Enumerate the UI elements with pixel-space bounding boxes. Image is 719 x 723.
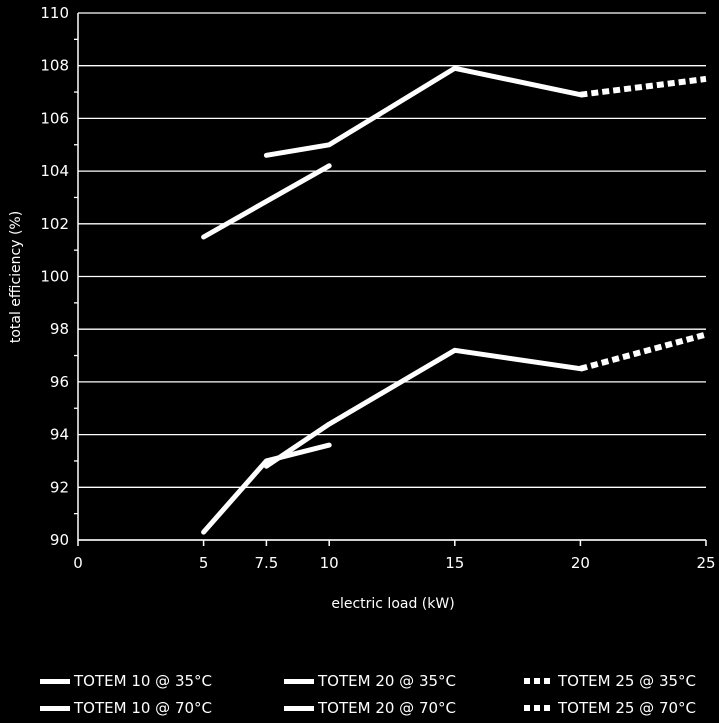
y-tick-labels: 90 92 94 96 98 100 102 104 106 108 110	[40, 4, 69, 549]
x-tick-label: 20	[571, 554, 590, 572]
legend-swatch-dashed	[524, 678, 554, 684]
y-axis-label: total efficiency (%)	[8, 211, 24, 343]
legend-item-totem10-35: TOTEM 10 @ 35°C	[40, 671, 212, 691]
axes	[74, 13, 707, 546]
legend-swatch-solid	[284, 705, 314, 711]
legend-label: TOTEM 25 @ 70°C	[558, 699, 697, 717]
y-tick-label: 110	[40, 4, 69, 22]
x-tick-label: 10	[320, 554, 339, 572]
y-tick-label: 96	[50, 373, 69, 391]
y-tick-label: 98	[50, 320, 69, 338]
grid-lines	[78, 12, 706, 541]
y-tick-label: 90	[50, 531, 69, 549]
y-tick-label: 102	[40, 215, 69, 233]
y-tick-label: 94	[50, 426, 69, 444]
legend-item-totem20-35: TOTEM 20 @ 35°C	[284, 671, 456, 691]
y-tick-label: 108	[40, 57, 69, 75]
legend-swatch-dashed	[524, 705, 554, 711]
series-line-totem-20-70-c	[263, 347, 583, 469]
legend-item-totem25-35: TOTEM 25 @ 35°C	[524, 671, 696, 691]
legend-label: TOTEM 20 @ 70°C	[318, 699, 457, 717]
series-line-totem-25-35-c	[580, 75, 707, 98]
legend-item-totem20-70: TOTEM 20 @ 70°C	[284, 698, 456, 718]
legend-swatch-solid	[284, 678, 314, 684]
y-tick-label: 106	[40, 109, 69, 127]
y-tick-label: 100	[40, 268, 69, 286]
series-line-totem-10-70-c	[201, 442, 332, 535]
series-line-totem-25-70-c	[579, 331, 707, 372]
series-lines	[201, 65, 707, 535]
series-line-totem-10-35-c	[201, 163, 332, 240]
x-tick-label: 5	[199, 554, 209, 572]
x-tick-label: 25	[696, 554, 715, 572]
legend-label: TOTEM 10 @ 35°C	[74, 672, 213, 690]
legend-label: TOTEM 20 @ 35°C	[318, 672, 457, 690]
legend-label: TOTEM 25 @ 35°C	[558, 672, 697, 690]
x-axis-label: electric load (kW)	[331, 596, 454, 612]
series-line-totem-20-35-c	[263, 65, 583, 158]
x-tick-labels: 0 5 7.5 10 15 20 25	[73, 554, 715, 572]
legend-swatch-solid	[40, 678, 70, 684]
y-tick-label: 104	[40, 162, 69, 180]
x-tick-label: 15	[445, 554, 464, 572]
legend-item-totem10-70: TOTEM 10 @ 70°C	[40, 698, 212, 718]
x-tick-label: 0	[73, 554, 83, 572]
efficiency-chart: 90 92 94 96 98 100 102 104 106 108 110 0 5 7.5 10 15 20…	[8, 4, 716, 612]
legend-swatch-solid	[40, 705, 70, 711]
x-tick-label: 7.5	[254, 554, 278, 572]
y-tick-label: 92	[50, 478, 69, 496]
legend-label: TOTEM 10 @ 70°C	[74, 699, 213, 717]
legend: TOTEM 10 @ 35°C TOTEM 20 @ 35°C TOTEM 25…	[0, 668, 719, 723]
legend-item-totem25-70: TOTEM 25 @ 70°C	[524, 698, 696, 718]
